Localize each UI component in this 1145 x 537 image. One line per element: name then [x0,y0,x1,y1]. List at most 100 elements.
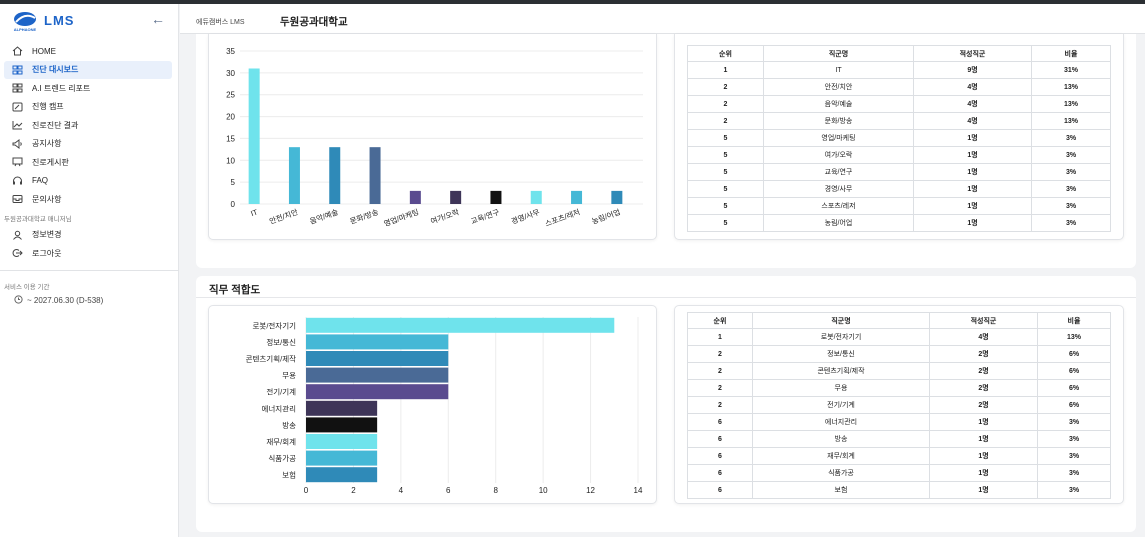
y-tick-label: 로봇/전자기기 [253,320,296,330]
sidebar-item-inquiry[interactable]: 문의사항 [4,190,172,209]
x-tick-label: 2 [351,486,356,495]
sidebar-item-label: 문의사항 [32,194,62,204]
cell-count: 4명 [913,95,1032,113]
bar[interactable] [306,384,449,400]
bar[interactable] [306,417,378,433]
cell-count: 1명 [929,481,1038,499]
table-row: 6 에너지관리 1명 3% [687,413,1111,431]
y-tick-label: 방송 [282,420,296,430]
breadcrumb[interactable]: 에듀캠버스 LMS [196,19,245,26]
table-row: 5 경영/사무 1명 3% [687,180,1111,198]
x-tick-label: 4 [399,486,404,495]
headset-icon [10,175,24,186]
bar[interactable] [306,317,615,333]
user-icon [10,229,24,240]
sidebar-item-logout[interactable]: 로그아웃 [4,244,172,263]
y-tick-label: 20 [226,113,235,122]
bar[interactable] [306,367,449,383]
table-row: 1 로봇/전자기기 4명 13% [687,328,1111,346]
alphaone-logo[interactable]: ALPHAONE [8,10,42,32]
bar[interactable] [450,190,462,204]
table-row: 2 전기/기계 2명 6% [687,396,1111,414]
bar[interactable] [611,190,623,204]
bar[interactable] [369,147,381,204]
cell-ratio: 13% [1031,95,1111,113]
cell-count: 1명 [929,413,1038,431]
y-tick-label: 0 [231,200,236,209]
chart-card-job-fit: 0 2 4 6 8 10 12 14 로봇/전자기기 정보/통신 콘텐츠기획/제작 무용 전기/기계 에너… [208,305,657,504]
table-row: 2 정보/통신 2명 6% [687,345,1111,363]
cell-ratio: 3% [1031,129,1111,147]
cell-count: 2명 [929,362,1038,380]
cell-rank: 6 [687,464,753,482]
cell-rank: 5 [687,146,764,164]
table-row: 5 스포츠/레저 1명 3% [687,197,1111,215]
bar[interactable] [409,190,421,204]
table-row: 2 콘텐츠기획/제작 2명 6% [687,362,1111,380]
x-tick-label: 여가/오락 [429,206,460,226]
table-row: 5 여가/오락 1명 3% [687,146,1111,164]
table-row: 6 재무/회계 1명 3% [687,447,1111,465]
y-tick-label: 에너지관리 [262,403,297,413]
table-card-job-fit: 순위 직군명 적성직군 비율 1 로봇/전자기기 4명 13% 2 정보/통신 2명 6% 2 콘… [674,305,1124,504]
cell-count: 4명 [913,78,1032,96]
bar[interactable] [329,147,341,204]
cell-ratio: 13% [1037,328,1111,346]
y-tick-label: 15 [226,134,235,143]
x-tick-label: 경영/사무 [510,206,541,226]
logo-sub-text: ALPHAONE [14,27,37,32]
sidebar-item-notice[interactable]: 공지사항 [4,135,172,154]
table-row: 1 IT 9명 31% [687,61,1111,79]
bar[interactable] [248,68,260,204]
bar[interactable] [306,467,378,483]
x-tick-label: 8 [493,486,498,495]
sidebar-item-camp[interactable]: 진행 캠프 [4,98,172,117]
col-rank: 순위 [687,45,764,62]
bar[interactable] [571,190,583,204]
sidebar-item-board[interactable]: 진로게시판 [4,153,172,172]
x-tick-label: 교육/연구 [470,207,501,226]
service-period: ~ 2027.06.30 (D-538) [4,294,172,306]
page-title: 두원공과대학교 [280,16,348,28]
job-fit-table: 순위 직군명 적성직군 비율 1 로봇/전자기기 4명 13% 2 정보/통신 2명 6% 2 콘… [687,312,1111,499]
table-header-row: 순위 직군명 적성직군 비율 [687,312,1111,329]
cell-job-group: 무용 [752,379,930,397]
sidebar-item-label: FAQ [32,176,49,186]
sidebar-item-profile[interactable]: 정보변경 [4,226,172,245]
bar[interactable] [306,351,449,366]
sidebar-divider [0,269,179,271]
sidebar-item-home[interactable]: HOME [4,42,172,61]
cell-count: 1명 [913,129,1032,147]
bar[interactable] [490,190,502,204]
cell-rank: 6 [687,447,753,465]
bar[interactable] [288,147,300,204]
cell-job-group: 교육/연구 [763,163,914,181]
bar[interactable] [530,190,542,204]
x-tick-label: 문화/방송 [348,206,379,226]
cell-count: 4명 [913,112,1032,130]
cell-job-group: 경영/사무 [763,180,914,198]
col-ratio: 비율 [1031,45,1111,62]
cell-rank: 1 [687,328,753,346]
cell-rank: 2 [687,345,753,363]
cell-ratio: 3% [1037,447,1111,465]
cell-job-group: 방송 [752,430,930,448]
y-tick-label: 25 [226,91,235,100]
cell-rank: 2 [687,95,764,113]
collapse-sidebar-icon[interactable]: ← [151,11,165,27]
table-row: 2 문화/방송 4명 13% [687,112,1111,130]
sidebar-item-ai-trend[interactable]: A.I 트렌드 리포트 [4,79,172,98]
cell-rank: 5 [687,197,764,215]
sidebar-item-dashboard[interactable]: 진단 대시보드 [4,60,172,79]
bar[interactable] [306,400,378,416]
sidebar-item-career-result[interactable]: 진로진단 결과 [4,116,172,135]
sidebar-item-faq[interactable]: FAQ [4,172,172,191]
x-tick-label: 농림/어업 [590,206,621,226]
bar[interactable] [306,334,449,350]
bar[interactable] [306,434,378,449]
cell-job-group: 영업/마케팅 [763,129,914,147]
table-row: 5 교육/연구 1명 3% [687,163,1111,181]
bar[interactable] [306,450,378,466]
dashboard-icon [10,64,24,75]
account-section-label: 두원공과대학교 매니저님 [4,215,72,223]
